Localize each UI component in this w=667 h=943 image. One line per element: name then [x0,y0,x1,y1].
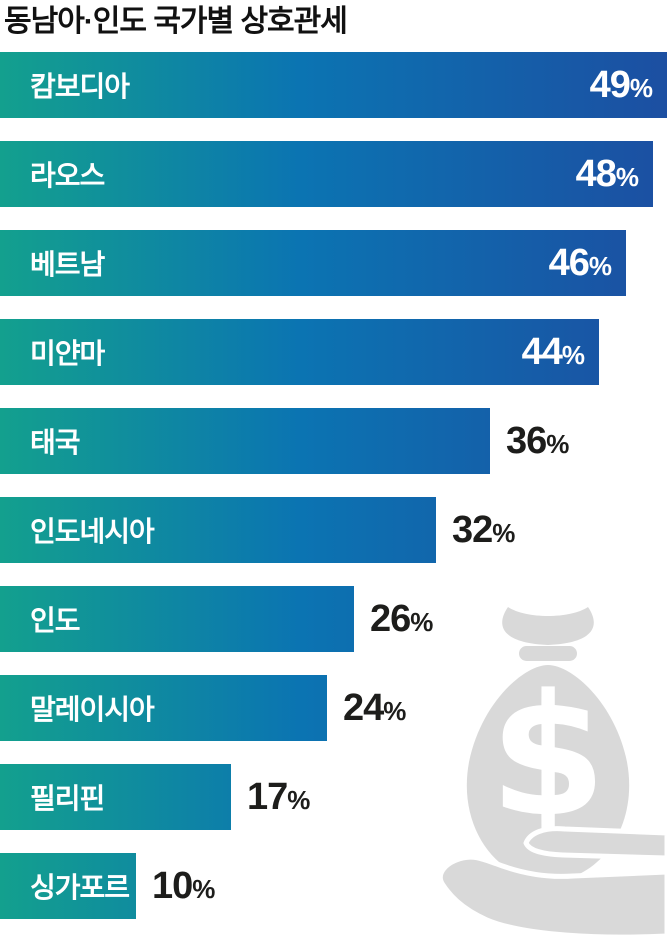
bag-neck [519,646,577,661]
value-label: 46% [549,244,626,282]
percent-sign: % [492,518,516,548]
value-number: 48 [575,153,617,195]
bar: 라오스 48% [0,141,653,207]
country-label: 태국 [30,427,81,458]
value-label: 26% [370,600,433,638]
bar-row: 말레이시아 24% [0,675,667,741]
page-title: 동남아·인도 국가별 상호관세 [4,5,348,38]
value-label: 44% [522,333,599,371]
bar: 인도 [0,586,354,652]
value-label: 17% [247,778,310,816]
bar-chart: 캄보디아 49% 라오스 48% 베트남 46% 미얀마 44% 태국 36% 인도네시아 32% 인도… [0,52,667,942]
bar: 말레이시아 [0,675,327,741]
bar: 싱가포르 [0,853,136,919]
bar: 베트남 46% [0,230,626,296]
bar-row: 라오스 48% [0,141,667,207]
value-label: 36% [506,422,569,460]
country-label: 베트남 [30,249,105,280]
percent-sign: % [588,251,612,281]
value-number: 17 [247,776,288,818]
value-label: 10% [152,867,215,905]
value-label: 49% [590,66,667,104]
value-number: 44 [521,331,563,373]
bar-row: 태국 36% [0,408,667,474]
value-number: 10 [152,865,193,907]
bar: 인도네시아 [0,497,436,563]
bar-row: 필리핀 17% [0,764,667,830]
country-label: 말레이시아 [30,694,155,725]
country-label: 미얀마 [30,338,105,369]
value-number: 49 [589,64,631,106]
bar-row: 인도네시아 32% [0,497,667,563]
value-number: 32 [452,509,493,551]
value-number: 26 [370,598,411,640]
percent-sign: % [546,429,570,459]
country-label: 필리핀 [30,783,105,814]
percent-sign: % [192,874,216,904]
bar-row: 베트남 46% [0,230,667,296]
value-label: 32% [452,511,515,549]
percent-sign: % [410,607,434,637]
bar: 태국 [0,408,490,474]
percent-sign: % [561,340,585,370]
bar-row: 캄보디아 49% [0,52,667,118]
value-number: 46 [548,242,590,284]
value-label: 24% [343,689,406,727]
value-number: 24 [343,687,384,729]
percent-sign: % [615,162,639,192]
bar: 필리핀 [0,764,231,830]
dollar-sign: $ [490,658,607,854]
hand-finger [523,826,667,861]
bag-tie [502,607,594,645]
percent-sign: % [383,696,407,726]
bar: 미얀마 44% [0,319,599,385]
bar-row: 싱가포르 10% [0,853,667,919]
country-label: 싱가포르 [30,872,130,903]
bar-row: 인도 26% [0,586,667,652]
country-label: 인도네시아 [30,516,155,547]
bar: 캄보디아 49% [0,52,667,118]
country-label: 인도 [30,605,81,636]
value-label: 48% [576,155,653,193]
bar-row: 미얀마 44% [0,319,667,385]
hand-palm [437,854,667,939]
country-label: 캄보디아 [30,71,130,102]
country-label: 라오스 [30,160,105,191]
money-bag-icon: $ [437,607,667,939]
value-number: 36 [506,420,547,462]
percent-sign: % [287,785,311,815]
percent-sign: % [629,73,653,103]
